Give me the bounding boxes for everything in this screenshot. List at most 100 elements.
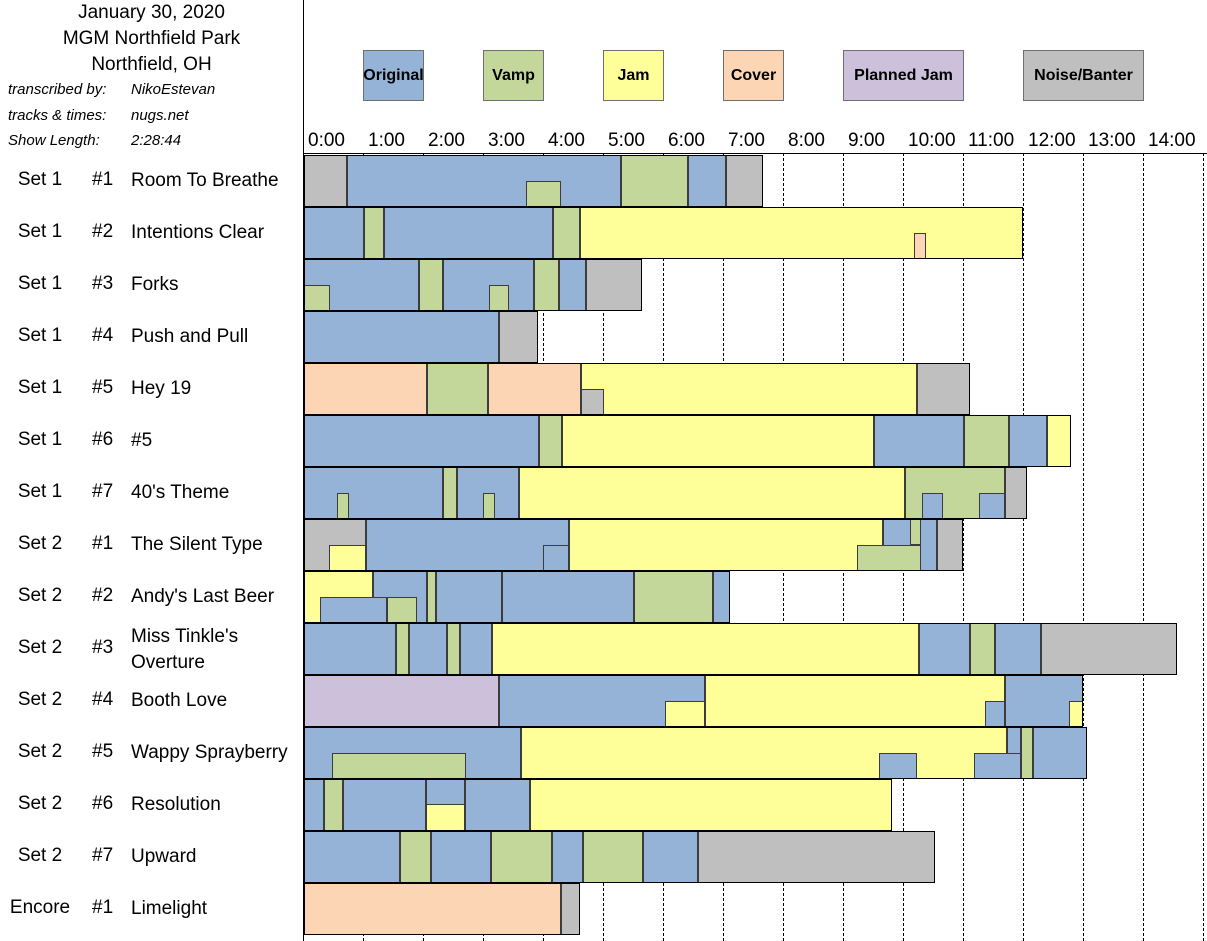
segment-original (431, 831, 492, 883)
song-title: Overture (131, 652, 205, 673)
song-bar-outline (304, 311, 538, 363)
tick-label: 12:00 (1028, 130, 1076, 151)
show-venue: MGM Northfield Park (62, 28, 241, 49)
song-title: 40's Theme (131, 482, 230, 503)
show-city: Northfield, OH (91, 54, 212, 75)
segment-vamp (332, 753, 466, 779)
song-title: Resolution (131, 794, 221, 815)
set-label: Set 1 (17, 169, 63, 190)
segment-original (464, 779, 531, 831)
tick-label: 2:00 (428, 130, 465, 151)
song-title: Andy's Last Beer (131, 586, 275, 607)
segment-original (304, 207, 364, 259)
tick-label: 7:00 (728, 130, 765, 151)
song-title: Limelight (131, 898, 208, 919)
segment-original (304, 831, 400, 883)
song-bar-outline (304, 883, 580, 935)
track-number: #6 (92, 793, 114, 814)
segment-vamp (386, 597, 417, 623)
gridline (1083, 153, 1084, 941)
song-title: Hey 19 (131, 378, 192, 399)
segment-original (1033, 727, 1087, 779)
song-title: Booth Love (131, 690, 228, 711)
song-bar-outline (304, 519, 963, 571)
track-number: #4 (92, 689, 114, 710)
legend-vamp: Vamp (483, 50, 544, 101)
set-label: Set 1 (17, 481, 63, 502)
track-number: #2 (92, 585, 114, 606)
song-bar-outline (304, 831, 936, 883)
segment-original (320, 597, 387, 623)
segment-original (688, 155, 726, 207)
track-number: #2 (92, 221, 114, 242)
song-bar-outline (304, 623, 1177, 675)
song-bar-outline (304, 779, 892, 831)
length-value: 2:28:44 (131, 132, 182, 149)
legend-original: Original (363, 50, 424, 101)
segment-original (347, 155, 621, 207)
axis-line (304, 153, 1207, 154)
tick-label: 6:00 (668, 130, 705, 151)
tick-label: 0:00 (308, 130, 345, 151)
tick-label: 8:00 (788, 130, 825, 151)
tick-label: 11:00 (968, 130, 1015, 151)
song-bar-outline (304, 259, 642, 311)
segment-vamp (526, 181, 561, 207)
tick-label: 5:00 (608, 130, 645, 151)
song-title: Intentions Clear (131, 222, 265, 243)
segment-original (383, 207, 553, 259)
track-number: #7 (92, 481, 114, 502)
song-title: Room To Breathe (131, 170, 279, 191)
song-bar-outline (304, 571, 730, 623)
track-number: #1 (92, 897, 114, 918)
song-bar-outline (304, 675, 1083, 727)
segment-original (878, 753, 918, 779)
length-label: Show Length: (8, 132, 100, 149)
set-label: Set 1 (17, 273, 63, 294)
set-label: Set 2 (17, 637, 63, 658)
segment-jam (665, 701, 705, 727)
label-divider (303, 0, 304, 941)
set-label: Set 2 (17, 845, 63, 866)
segment-vamp (964, 415, 1009, 467)
set-label: Set 1 (17, 429, 63, 450)
segment-vamp (427, 363, 489, 415)
segment-original (643, 831, 699, 883)
segment-vamp (533, 259, 559, 311)
track-number: #3 (92, 273, 114, 294)
transcribed-value: NikoEstevan (131, 81, 216, 98)
segment-original (443, 259, 534, 311)
song-bar-outline (304, 207, 1023, 259)
set-label: Set 1 (17, 377, 63, 398)
tick-label: 9:00 (848, 130, 885, 151)
segment-cover (304, 883, 561, 935)
set-label: Set 2 (17, 533, 63, 554)
transcribed-label: transcribed by: (8, 81, 107, 98)
song-title: The Silent Type (131, 534, 263, 555)
segment-original (559, 259, 586, 311)
gridline (1203, 153, 1204, 941)
song-bar-outline (304, 415, 1071, 467)
tick-label: 13:00 (1088, 130, 1136, 151)
segment-jam (704, 675, 1005, 727)
track-number: #7 (92, 845, 114, 866)
segment-jam (562, 415, 874, 467)
song-bar-outline (304, 363, 970, 415)
tick-label: 14:00 (1148, 130, 1196, 151)
song-bar-outline (304, 155, 763, 207)
set-label: Set 2 (17, 741, 63, 762)
track-number: #4 (92, 325, 114, 346)
legend-planned-jam: Planned Jam (843, 50, 964, 101)
tick-label: 4:00 (548, 130, 585, 151)
segment-original (502, 571, 634, 623)
set-label: Set 1 (17, 221, 63, 242)
song-title: #5 (131, 430, 153, 451)
gridline (963, 153, 964, 941)
tick-label: 1:00 (368, 130, 405, 151)
segment-original (919, 623, 970, 675)
segment-original (551, 831, 583, 883)
tick-label: 10:00 (908, 130, 956, 151)
segment-original (436, 571, 502, 623)
segment-jam (518, 467, 906, 519)
set-label: Set 2 (17, 793, 63, 814)
